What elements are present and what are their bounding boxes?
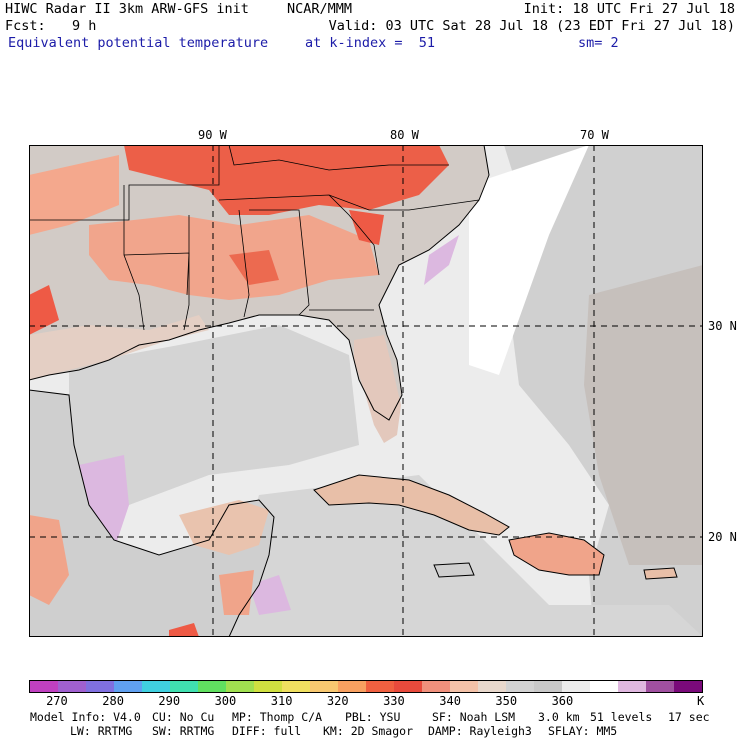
lat-label-20n: 20 N: [708, 530, 737, 544]
colorbar-swatch: [170, 681, 198, 692]
colorbar-tick-label: 330: [383, 694, 405, 708]
colorbar-tick-label: 270: [46, 694, 68, 708]
hot-region-texas: [29, 285, 59, 335]
lat-lon-grid: [29, 145, 703, 637]
colorbar-swatch: [618, 681, 646, 692]
footer-levels: 51 levels: [590, 710, 653, 724]
init-time: Init: 18 UTC Fri 27 Jul 18: [523, 1, 735, 17]
colorbar-swatch: [338, 681, 366, 692]
forecast-hour: 9 h: [72, 18, 97, 34]
colorbar-tick-label: 340: [439, 694, 461, 708]
caribbean-gray-field: [229, 475, 703, 637]
gulf-gray-field: [69, 325, 359, 615]
footer-cu: CU: No Cu: [152, 710, 215, 724]
colorbar-tick-label: K: [697, 694, 705, 708]
footer-damp: DAMP: Rayleigh3: [428, 724, 532, 738]
colorbar-tick-label: 290: [158, 694, 181, 708]
white-streak: [469, 145, 589, 375]
colorbar-tick-label: 360: [551, 694, 574, 708]
valid-time: Valid: 03 UTC Sat 28 Jul 18 (23 EDT Fri …: [328, 18, 735, 34]
colorbar-swatch: [310, 681, 338, 692]
field-name: Equivalent potential temperature: [8, 35, 269, 51]
warm-region-west: [29, 155, 119, 235]
footer-diff: DIFF: full: [232, 724, 302, 738]
colorbar-swatch: [142, 681, 170, 692]
colorbar-swatch: [86, 681, 114, 692]
florida-land: [354, 335, 401, 443]
footer-pbl: PBL: YSU: [345, 710, 401, 724]
footer-sf: SF: Noah LSM: [432, 710, 516, 724]
colorbar-swatch: [114, 681, 142, 692]
lon-label-90w: 90 W: [198, 128, 227, 142]
map-frame: [29, 145, 703, 637]
lon-label-70w: 70 W: [580, 128, 609, 142]
colorbar-swatch: [590, 681, 618, 692]
coastlines: [29, 145, 678, 637]
colorbar-swatch: [30, 681, 58, 692]
forecast-label: Fcst:: [5, 18, 46, 34]
central-america-warm: [219, 570, 254, 615]
hot-band-north: [124, 145, 449, 215]
hot-spot-carolinas: [349, 210, 384, 245]
pale-fringe-coast: [29, 315, 209, 380]
colorbar-swatch: [394, 681, 422, 692]
colorbar-swatch: [506, 681, 534, 692]
colorbar-swatch: [58, 681, 86, 692]
organization-label: NCAR/MMM: [287, 1, 353, 17]
cuba-land: [314, 475, 509, 535]
yucatan-warm: [179, 500, 269, 555]
footer-km: KM: 2D Smagor: [323, 724, 414, 738]
lon-label-80w: 80 W: [390, 128, 419, 142]
colorbar-swatch: [198, 681, 226, 692]
footer-model-info: Model Info: V4.0: [30, 710, 141, 724]
footer-sw: SW: RRTMG: [152, 724, 215, 738]
model-title: HIWC Radar II 3km ARW-GFS init: [5, 1, 249, 17]
state-borders: [29, 145, 480, 331]
colorbar-swatch: [422, 681, 450, 692]
colorbar-swatch: [366, 681, 394, 692]
puerto-rico-land: [644, 568, 677, 579]
atlantic-dark-field: [584, 265, 703, 565]
footer-timestep: 17 sec: [668, 710, 710, 724]
colorbar-swatch: [226, 681, 254, 692]
colorbar: [29, 680, 703, 693]
colorbar-tick-label: 350: [495, 694, 518, 708]
colorbar-swatch: [450, 681, 478, 692]
theta-e-map: [29, 145, 703, 637]
lavender-patch-atlantic: [424, 235, 459, 285]
colorbar-tick-label: 300: [214, 694, 237, 708]
smoothing-label: sm= 2: [578, 35, 619, 51]
colorbar-tick-label: 320: [326, 694, 349, 708]
level-label: at k-index = 51: [305, 35, 436, 51]
footer-mp: MP: Thomp C/A: [232, 710, 323, 724]
colorbar-swatch: [562, 681, 590, 692]
colorbar-tick-label: 280: [102, 694, 124, 708]
hot-spot-south: [169, 623, 199, 637]
colorbar-swatch: [674, 681, 702, 692]
footer-lw: LW: RRTMG: [70, 724, 133, 738]
colorbar-swatch: [478, 681, 506, 692]
footer-resolution: 3.0 km: [538, 710, 580, 724]
lat-label-30n: 30 N: [708, 319, 737, 333]
colorbar-swatch: [646, 681, 674, 692]
colorbar-swatch: [534, 681, 562, 692]
jamaica-land: [434, 563, 474, 577]
colorbar-swatch: [254, 681, 282, 692]
colorbar-swatch: [282, 681, 310, 692]
hot-spot-mississippi: [229, 250, 279, 285]
footer-sflay: SFLAY: MM5: [548, 724, 618, 738]
hispaniola-land: [509, 533, 604, 575]
colorbar-tick-label: 310: [270, 694, 293, 708]
mexico-warm-west: [29, 515, 69, 605]
